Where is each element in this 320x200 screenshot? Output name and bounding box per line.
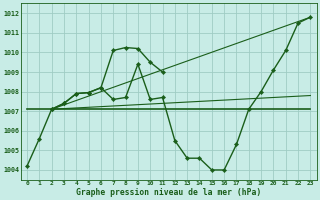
X-axis label: Graphe pression niveau de la mer (hPa): Graphe pression niveau de la mer (hPa) bbox=[76, 188, 261, 197]
